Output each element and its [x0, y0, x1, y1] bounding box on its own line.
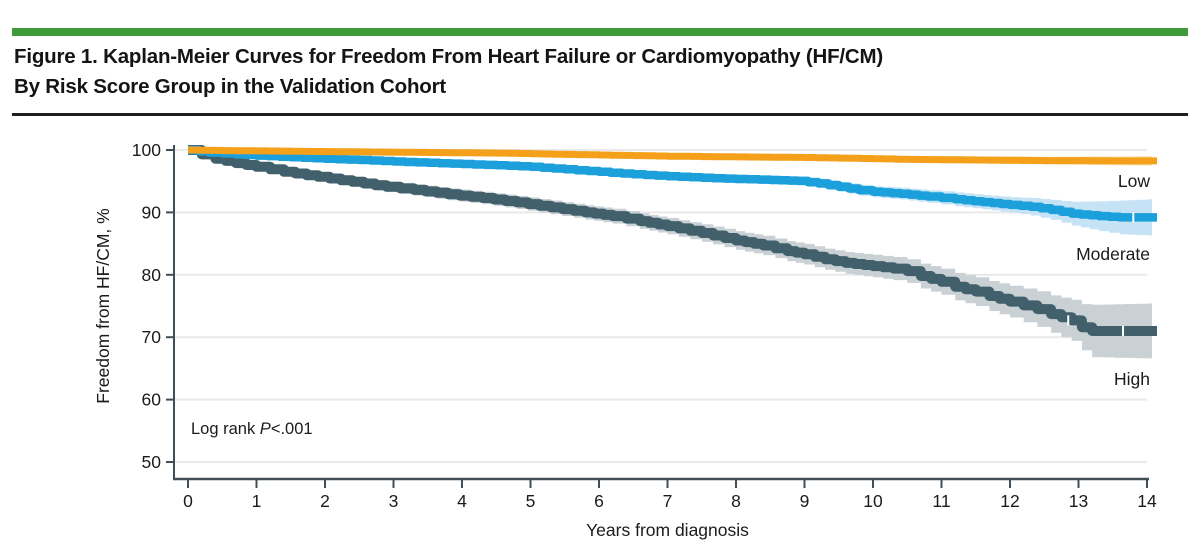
series-label-low: Low — [1118, 171, 1150, 191]
x-tick-label: 2 — [320, 491, 330, 511]
accent-bar-top — [12, 28, 1188, 36]
x-tick-label: 10 — [863, 491, 883, 511]
log-rank-p-symbol: P — [259, 420, 271, 438]
y-tick-label: 80 — [142, 265, 162, 285]
y-axis-title: Freedom from HF/CM, % — [93, 208, 113, 403]
x-tick-label: 3 — [389, 491, 399, 511]
x-tick-label: 8 — [731, 491, 741, 511]
x-tick-label: 6 — [594, 491, 604, 511]
series-label-high: High — [1114, 369, 1150, 389]
figure-title-line2: By Risk Score Group in the Validation Co… — [14, 75, 447, 98]
log-rank-prefix: Log rank — [191, 420, 260, 438]
x-tick-label: 12 — [1000, 491, 1019, 511]
x-tick-label: 11 — [932, 491, 950, 511]
x-tick-label: 9 — [800, 491, 810, 511]
log-rank-annotation: Log rank P<.001 — [191, 420, 313, 439]
y-tick-label: 90 — [142, 202, 162, 222]
x-tick-label: 1 — [252, 491, 262, 511]
y-tick-label: 60 — [142, 390, 162, 410]
series-label-moderate: Moderate — [1076, 244, 1150, 264]
x-tick-label: 0 — [183, 491, 193, 511]
x-axis-title: Years from diagnosis — [586, 520, 749, 540]
x-tick-label: 14 — [1137, 491, 1157, 511]
km-curve-moderate — [188, 145, 1157, 222]
km-curve-low — [188, 146, 1157, 165]
x-tick-label: 4 — [457, 491, 467, 511]
ci-band-moderate — [188, 149, 1152, 236]
x-tick-label: 13 — [1069, 491, 1088, 511]
figure-title-line1: Figure 1. Kaplan-Meier Curves for Freedo… — [14, 45, 884, 68]
y-tick-label: 70 — [142, 327, 162, 347]
x-tick-label: 5 — [526, 491, 536, 511]
y-tick-label: 50 — [142, 452, 162, 472]
title-divider — [12, 113, 1188, 116]
x-tick-label: 7 — [663, 491, 673, 511]
log-rank-value: <.001 — [270, 420, 313, 438]
figure-title: Figure 1. Kaplan-Meier Curves for Freedo… — [14, 42, 1114, 102]
y-tick-label: 100 — [132, 140, 161, 160]
km-curve-high — [188, 145, 1157, 336]
